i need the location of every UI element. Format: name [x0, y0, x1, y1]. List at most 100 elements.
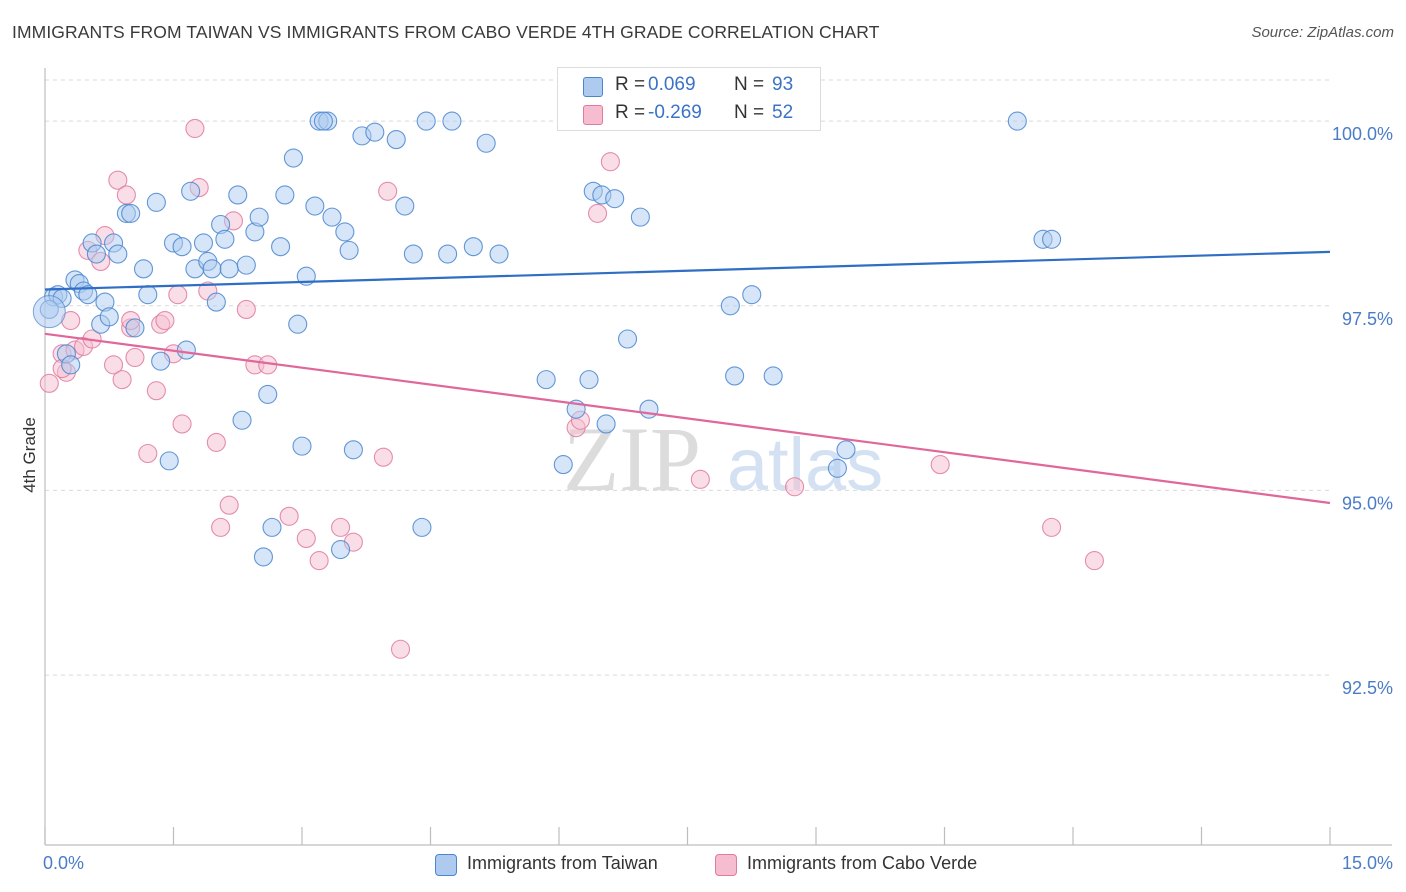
- taiwan-point: [403, 244, 423, 264]
- taiwan-point: [763, 366, 783, 386]
- cabo-verde-trend-line: [44, 332, 1331, 505]
- taiwan-point: [617, 329, 638, 349]
- taiwan-point-cluster: [32, 295, 66, 329]
- taiwan-point: [1042, 229, 1062, 249]
- cabo-verde-point: [108, 170, 128, 190]
- n-label: N =: [734, 102, 765, 123]
- taiwan-point: [146, 192, 166, 212]
- cabo-verde-point: [690, 469, 710, 489]
- y-tick-label: 100.0%: [1332, 124, 1393, 144]
- taiwan-point: [249, 207, 269, 227]
- cabo-verde-point: [185, 118, 205, 139]
- taiwan-point: [605, 189, 625, 209]
- taiwan-point: [86, 244, 106, 264]
- taiwan-point: [232, 410, 252, 430]
- cabo-verde-point: [236, 299, 256, 320]
- cabo-verde-point: [600, 152, 620, 172]
- taiwan-point: [343, 440, 363, 460]
- taiwan-trend-line: [44, 250, 1331, 291]
- taiwan-point: [386, 130, 406, 150]
- taiwan-point: [202, 259, 222, 279]
- taiwan-point: [193, 233, 214, 253]
- tick-labels: 100.0% 97.5% 95.0% 92.5% 0.0% 15.0%: [43, 124, 1393, 873]
- cabo-verde-point: [309, 551, 329, 571]
- cabo-verde-point: [330, 517, 351, 537]
- cabo-verde-point: [587, 203, 608, 223]
- taiwan-point: [108, 244, 128, 264]
- taiwan-point: [313, 111, 333, 131]
- taiwan-point: [275, 185, 295, 205]
- taiwan-point: [253, 547, 274, 567]
- chart-source: Source: ZipAtlas.com: [1251, 24, 1394, 41]
- gridlines: [45, 79, 1330, 676]
- taiwan-point: [442, 111, 462, 131]
- trend-lines: [44, 250, 1331, 505]
- legend-swatch-cabo-verde: [715, 854, 737, 876]
- taiwan-point: [476, 133, 496, 153]
- taiwan-point: [133, 259, 154, 279]
- cabo-verde-swatch: [583, 105, 603, 125]
- taiwan-point: [78, 285, 98, 305]
- cabo-verde-point: [116, 185, 136, 205]
- data-points: [32, 111, 1104, 659]
- legend-label-taiwan: Immigrants from Taiwan: [467, 853, 658, 873]
- taiwan-point: [206, 292, 226, 312]
- cabo-verde-point: [1084, 551, 1104, 571]
- y-axis-title: 4th Grade: [20, 417, 39, 493]
- taiwan-point: [159, 451, 179, 471]
- taiwan-point: [121, 203, 141, 223]
- y-tick-label: 92.5%: [1342, 678, 1393, 698]
- r-value: -0.269: [648, 102, 702, 123]
- cabo-verde-point: [373, 447, 393, 467]
- cabo-verde-point: [390, 639, 411, 659]
- taiwan-point: [181, 181, 201, 201]
- taiwan-point: [215, 229, 235, 249]
- taiwan-point: [438, 244, 458, 264]
- taiwan-point: [416, 111, 436, 131]
- y-tick-label: 97.5%: [1342, 309, 1393, 329]
- cabo-verde-point: [206, 432, 226, 452]
- taiwan-point: [262, 517, 282, 537]
- taiwan-point: [292, 436, 312, 456]
- y-tick-label: 95.0%: [1342, 493, 1393, 513]
- taiwan-point: [827, 458, 847, 478]
- taiwan-point: [271, 237, 291, 257]
- taiwan-swatch: [583, 77, 603, 97]
- taiwan-point: [228, 185, 248, 205]
- r-value: 0.069: [648, 74, 696, 95]
- taiwan-point: [335, 222, 355, 242]
- taiwan-point: [630, 207, 650, 227]
- taiwan-point: [742, 285, 762, 305]
- taiwan-point: [283, 148, 303, 168]
- taiwan-point: [258, 384, 278, 404]
- legend-swatch-taiwan: [435, 854, 457, 876]
- taiwan-point: [125, 318, 145, 338]
- cabo-verde-point: [138, 443, 158, 464]
- cabo-verde-point: [168, 285, 188, 305]
- taiwan-point: [99, 307, 119, 327]
- taiwan-point: [61, 355, 81, 375]
- cabo-verde-point: [112, 370, 132, 390]
- taiwan-point: [596, 414, 616, 434]
- taiwan-point: [330, 539, 351, 560]
- r-label: R =: [615, 102, 646, 123]
- cabo-verde-point: [378, 181, 398, 201]
- cabo-verde-point: [172, 414, 192, 434]
- taiwan-point: [836, 440, 856, 460]
- n-value: 93: [772, 74, 794, 95]
- taiwan-point: [365, 122, 385, 142]
- taiwan-point: [720, 296, 740, 316]
- taiwan-point: [339, 240, 359, 260]
- stats-legend: R = 0.069 N = 93 R = -0.269 N = 52: [557, 67, 821, 131]
- taiwan-point: [322, 207, 342, 227]
- axes: [44, 68, 1392, 846]
- n-value: 52: [772, 102, 794, 123]
- cabo-verde-point: [279, 506, 299, 526]
- taiwan-point: [172, 237, 192, 257]
- watermark-atlas: atlas: [727, 423, 883, 506]
- cabo-verde-point: [219, 495, 239, 515]
- cabo-verde-point: [39, 373, 59, 393]
- taiwan-point: [579, 370, 599, 390]
- taiwan-point: [151, 351, 171, 371]
- chart-title: IMMIGRANTS FROM TAIWAN VS IMMIGRANTS FRO…: [12, 22, 880, 42]
